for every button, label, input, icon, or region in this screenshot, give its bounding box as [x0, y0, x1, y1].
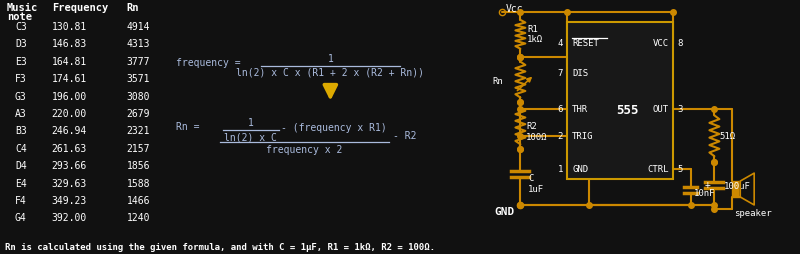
Text: F4: F4: [15, 196, 26, 206]
Text: C4: C4: [15, 144, 26, 154]
Text: 130.81: 130.81: [52, 22, 87, 32]
Text: 261.63: 261.63: [52, 144, 87, 154]
Text: 51Ω: 51Ω: [719, 132, 735, 141]
Text: 6: 6: [558, 105, 563, 114]
Text: 1: 1: [558, 165, 563, 174]
Text: VCC: VCC: [653, 39, 669, 48]
Text: 2157: 2157: [126, 144, 150, 154]
Text: 4: 4: [558, 39, 563, 48]
Text: 555: 555: [617, 104, 639, 117]
Text: G4: G4: [15, 213, 26, 224]
Text: 8: 8: [678, 39, 683, 48]
Text: Rn is calculated using the given formula, and with C = 1μF, R1 = 1kΩ, R2 = 100Ω.: Rn is calculated using the given formula…: [5, 243, 435, 252]
Text: ln(2) x C x (R1 + 2 x (R2 + Rn)): ln(2) x C x (R1 + 2 x (R2 + Rn)): [236, 68, 424, 78]
Text: 196.00: 196.00: [52, 91, 87, 102]
Text: R2
100Ω: R2 100Ω: [526, 122, 548, 142]
Polygon shape: [740, 173, 754, 205]
Text: 5: 5: [678, 165, 683, 174]
Text: - (frequency x R1): - (frequency x R1): [281, 123, 386, 133]
Text: 100uF: 100uF: [724, 182, 751, 191]
Text: 3: 3: [678, 105, 683, 114]
Text: GND: GND: [572, 165, 588, 174]
Text: E3: E3: [15, 57, 26, 67]
Text: +: +: [705, 180, 710, 190]
Text: 220.00: 220.00: [52, 109, 87, 119]
Text: Rn: Rn: [493, 77, 503, 86]
Text: THR: THR: [572, 105, 588, 114]
Text: 2: 2: [558, 132, 563, 141]
Text: Music: Music: [7, 3, 38, 13]
Text: 4914: 4914: [126, 22, 150, 32]
Text: 1856: 1856: [126, 161, 150, 171]
Text: 1588: 1588: [126, 179, 150, 188]
Text: C3: C3: [15, 22, 26, 32]
Text: 392.00: 392.00: [52, 213, 87, 224]
Text: CTRL: CTRL: [647, 165, 669, 174]
Text: - R2: - R2: [393, 131, 417, 141]
Text: Rn: Rn: [126, 3, 139, 13]
Text: 1: 1: [248, 118, 254, 128]
Text: Rn =: Rn =: [176, 122, 200, 132]
Text: speaker: speaker: [734, 209, 772, 218]
Text: 2321: 2321: [126, 126, 150, 136]
Text: 293.66: 293.66: [52, 161, 87, 171]
Text: 3080: 3080: [126, 91, 150, 102]
Text: Vcc: Vcc: [506, 4, 523, 14]
Text: 1: 1: [327, 54, 334, 64]
Text: ln(2) x C: ln(2) x C: [224, 132, 278, 142]
Text: R1
1kΩ: R1 1kΩ: [527, 25, 543, 44]
Text: OUT: OUT: [653, 105, 669, 114]
Text: C
1uF: C 1uF: [528, 174, 545, 194]
Text: GND: GND: [494, 207, 514, 217]
Text: 7: 7: [558, 69, 563, 78]
Text: 1466: 1466: [126, 196, 150, 206]
Text: F3: F3: [15, 74, 26, 84]
Text: DIS: DIS: [572, 69, 588, 78]
Text: A3: A3: [15, 109, 26, 119]
Text: E4: E4: [15, 179, 26, 188]
Text: 329.63: 329.63: [52, 179, 87, 188]
Text: 10nF: 10nF: [694, 189, 715, 198]
Bar: [732, 181, 740, 197]
Text: TRIG: TRIG: [572, 132, 594, 141]
Text: 146.83: 146.83: [52, 39, 87, 49]
Bar: [567, 22, 673, 179]
Text: G3: G3: [15, 91, 26, 102]
Text: 2679: 2679: [126, 109, 150, 119]
Text: 164.81: 164.81: [52, 57, 87, 67]
Text: Frequency: Frequency: [52, 3, 108, 13]
Text: RESET: RESET: [572, 39, 599, 48]
Text: 3571: 3571: [126, 74, 150, 84]
Text: frequency =: frequency =: [176, 58, 241, 68]
Text: D4: D4: [15, 161, 26, 171]
Text: frequency x 2: frequency x 2: [266, 145, 342, 155]
Text: note: note: [7, 12, 32, 22]
Text: 4313: 4313: [126, 39, 150, 49]
Text: 174.61: 174.61: [52, 74, 87, 84]
Text: D3: D3: [15, 39, 26, 49]
Text: 3777: 3777: [126, 57, 150, 67]
Text: B3: B3: [15, 126, 26, 136]
Text: 246.94: 246.94: [52, 126, 87, 136]
Text: 349.23: 349.23: [52, 196, 87, 206]
Text: 1240: 1240: [126, 213, 150, 224]
